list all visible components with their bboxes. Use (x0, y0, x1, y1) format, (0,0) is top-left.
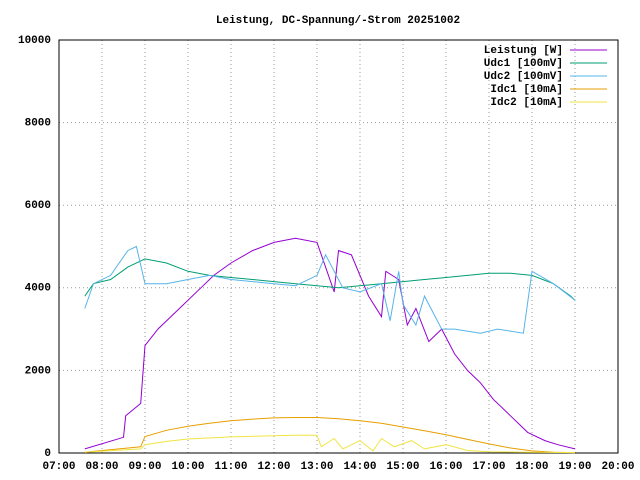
y-tick-label: 6000 (25, 200, 51, 212)
y-tick-label: 4000 (25, 283, 51, 295)
x-tick-label: 08:00 (85, 461, 118, 473)
x-tick-label: 12:00 (257, 461, 290, 473)
legend-label: Idc2 [10mA] (490, 97, 563, 109)
legend-label: Udc1 [100mV] (484, 58, 563, 70)
series-line (84, 245, 576, 334)
x-tick-label: 11:00 (214, 461, 247, 473)
series-line (84, 237, 576, 450)
y-tick-label: 10000 (18, 35, 51, 47)
x-tick-label: 07:00 (42, 461, 75, 473)
x-tick-label: 20:00 (601, 461, 634, 473)
x-tick-label: 10:00 (171, 461, 204, 473)
x-tick-label: 15:00 (386, 461, 419, 473)
series-line (84, 417, 576, 454)
x-tick-label: 19:00 (558, 461, 591, 473)
legend-label: Leistung [W] (484, 45, 563, 57)
x-tick-label: 17:00 (472, 461, 505, 473)
x-tick-label: 14:00 (343, 461, 376, 473)
x-tick-label: 16:00 (429, 461, 462, 473)
y-tick-label: 0 (44, 448, 51, 460)
chart-title: Leistung, DC-Spannung/-Strom 20251002 (216, 15, 460, 27)
plot-frame (58, 39, 619, 454)
legend-label: Idc1 [10mA] (490, 84, 563, 96)
x-tick-label: 13:00 (300, 461, 333, 473)
y-tick-label: 2000 (25, 365, 51, 377)
x-tick-label: 09:00 (128, 461, 161, 473)
x-tick-label: 18:00 (515, 461, 548, 473)
y-tick-label: 8000 (25, 118, 51, 130)
series-line (84, 434, 576, 454)
series-line (84, 258, 576, 301)
legend-label: Udc2 [100mV] (484, 71, 563, 83)
